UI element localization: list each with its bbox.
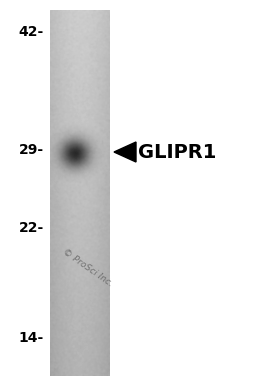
Text: 14-: 14- bbox=[19, 331, 44, 345]
Text: 22-: 22- bbox=[19, 221, 44, 235]
Polygon shape bbox=[114, 142, 136, 162]
Text: GLIPR1: GLIPR1 bbox=[138, 142, 216, 161]
Text: 29-: 29- bbox=[19, 143, 44, 157]
Text: 42-: 42- bbox=[19, 25, 44, 39]
Text: © ProSci Inc.: © ProSci Inc. bbox=[61, 247, 115, 289]
